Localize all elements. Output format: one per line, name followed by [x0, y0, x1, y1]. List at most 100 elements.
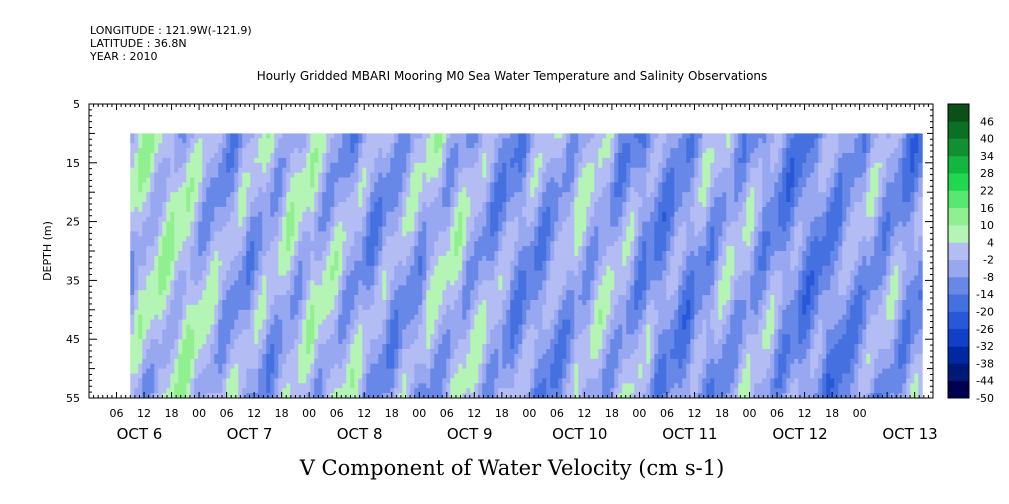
heat-cell	[198, 231, 203, 237]
heat-cell	[430, 226, 435, 232]
heat-cell	[226, 192, 231, 198]
heat-cell	[474, 398, 478, 403]
heat-cell	[190, 172, 195, 178]
heat-cell	[198, 388, 203, 394]
heat-cell	[314, 344, 319, 350]
heat-cell	[178, 314, 183, 320]
heat-cell	[130, 344, 135, 350]
heat-cell	[210, 255, 215, 262]
heat-cell	[170, 177, 175, 183]
heat-cell	[358, 251, 363, 257]
heat-cell	[182, 324, 187, 330]
heat-cell	[210, 344, 215, 350]
heat-cell	[466, 157, 471, 164]
heat-cell	[146, 148, 151, 154]
heat-cell	[210, 388, 215, 394]
heat-cell	[442, 339, 447, 345]
heat-cell	[378, 226, 383, 232]
heat-cell	[338, 319, 343, 325]
heat-cell	[134, 398, 138, 403]
heat-cell	[262, 309, 267, 316]
heat-cell	[242, 304, 247, 311]
heat-cell	[362, 324, 367, 330]
heat-cell	[418, 216, 423, 222]
heat-cell	[142, 388, 147, 394]
heat-cell	[430, 280, 435, 286]
heat-cell	[474, 211, 479, 218]
heat-cell	[218, 398, 222, 403]
heat-cell	[354, 280, 359, 286]
heat-cell	[354, 329, 359, 335]
heat-cell	[202, 202, 207, 208]
heat-cell	[130, 265, 135, 271]
heat-cell	[438, 398, 442, 403]
heat-cell	[302, 378, 307, 384]
heat-cell	[470, 172, 475, 178]
heat-cell	[258, 216, 263, 222]
heat-cell	[262, 334, 267, 340]
heat-cell	[146, 143, 151, 149]
heat-cell	[406, 206, 411, 213]
heat-cell	[486, 378, 491, 384]
heat-cell	[282, 368, 287, 374]
heat-cell	[414, 393, 419, 398]
heat-cell	[434, 339, 439, 345]
heat-cell	[490, 153, 495, 159]
heat-cell	[270, 177, 275, 183]
heat-cell	[442, 349, 447, 355]
heat-cell	[338, 153, 343, 159]
heat-cell	[346, 304, 351, 311]
heat-cell	[174, 353, 179, 360]
heat-cell	[362, 383, 367, 389]
heat-cell	[358, 398, 362, 403]
heat-cell	[414, 167, 419, 173]
heat-cell	[362, 280, 367, 286]
heat-cell	[278, 334, 283, 340]
heat-cell	[474, 349, 479, 355]
heat-cell	[254, 300, 259, 306]
heat-cell	[242, 334, 247, 340]
heat-cell	[282, 162, 287, 169]
heat-cell	[322, 304, 327, 311]
heat-cell	[402, 339, 407, 345]
heat-cell	[290, 295, 295, 301]
heat-cell	[362, 236, 367, 242]
heat-cell	[142, 192, 147, 198]
heat-cell	[178, 202, 183, 208]
heat-cell	[246, 353, 251, 360]
heat-cell	[166, 309, 171, 316]
heat-cell	[454, 216, 459, 222]
heat-cell	[366, 192, 371, 198]
heat-cell	[470, 349, 475, 355]
heat-cell	[242, 236, 247, 242]
heat-cell	[150, 265, 155, 271]
heat-cell	[426, 206, 431, 213]
heat-cell	[482, 358, 487, 365]
heat-cell	[230, 197, 235, 203]
heat-cell	[278, 251, 283, 257]
heat-cell	[242, 383, 247, 389]
heat-cell	[250, 349, 255, 355]
heat-cell	[426, 187, 431, 193]
heat-cell	[254, 138, 259, 144]
heat-cell	[130, 300, 135, 306]
heat-cell	[274, 167, 279, 173]
heat-cell	[146, 324, 151, 330]
heat-cell	[286, 344, 291, 350]
heat-cell	[250, 182, 255, 188]
heat-cell	[426, 221, 431, 227]
heat-cell	[138, 319, 143, 325]
heat-cell	[306, 353, 311, 360]
heat-cell	[150, 295, 155, 301]
heat-cell	[218, 216, 223, 222]
heat-cell	[326, 373, 331, 379]
heat-cell	[294, 206, 299, 213]
heat-cell	[414, 236, 419, 242]
heat-cell	[234, 206, 239, 213]
heat-cell	[378, 304, 383, 311]
heat-cell	[362, 211, 367, 218]
heat-cell	[202, 265, 207, 271]
heat-cell	[310, 226, 315, 232]
heat-cell	[322, 197, 327, 203]
heat-cell	[342, 236, 347, 242]
